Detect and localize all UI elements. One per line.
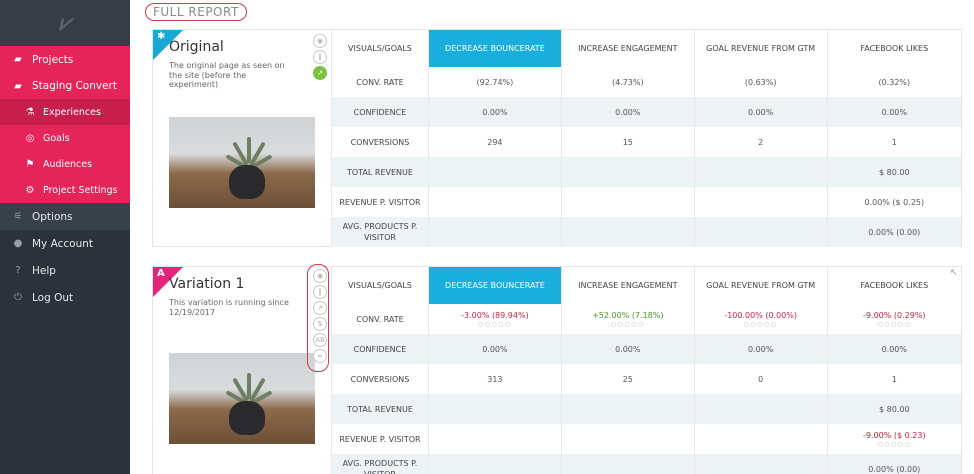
asterisk-icon: ✱ bbox=[157, 31, 166, 42]
ab-icon[interactable]: AB bbox=[313, 333, 327, 347]
column-header[interactable]: GOAL REVENUE FROM GTM bbox=[693, 30, 828, 67]
flag-icon: ⚑ bbox=[25, 158, 35, 170]
help-icon: ? bbox=[15, 265, 21, 276]
column-header-highlighted[interactable]: DECREASE BOUNCERATE bbox=[427, 267, 562, 304]
sidebar-item-label: Audiences bbox=[43, 158, 93, 170]
report-table-original: VISUALS/GOALS DECREASE BOUNCERATE INCREA… bbox=[331, 30, 961, 247]
table-row: CONVERSIONS 294 15 2 1 bbox=[331, 127, 961, 157]
sidebar-item-label: Goals bbox=[43, 132, 70, 144]
ribbon-badge bbox=[153, 267, 183, 297]
chart-icon[interactable]: ↗ bbox=[313, 301, 327, 315]
table-row: AVG. PRODUCTS P. VISITOR 0.00% (0.00) bbox=[331, 217, 961, 247]
flask-icon: ⚗ bbox=[25, 106, 35, 118]
sidebar-item-my-account[interactable]: ● My Account bbox=[0, 230, 130, 257]
table-row: TOTAL REVENUE $ 80.00 bbox=[331, 394, 961, 424]
sidebar-item-label: Help bbox=[32, 264, 56, 277]
sidebar-item-goals[interactable]: ◎ Goals bbox=[0, 125, 130, 151]
sidebar-item-audiences[interactable]: ⚑ Audiences bbox=[0, 151, 130, 177]
variation-description: The original page as seen on the site (b… bbox=[169, 61, 285, 89]
nav-account-group: ⚟ Options ● My Account ? Help ⏻ Log Out bbox=[0, 203, 130, 311]
variation-info: ✱ Original The original page as seen on … bbox=[153, 30, 331, 246]
variation-original: ✱ Original The original page as seen on … bbox=[152, 29, 962, 247]
table-row: CONV. RATE -3.00% (89.94%) ○○○○○ +52.00% … bbox=[331, 304, 961, 334]
column-header[interactable]: FACEBOOK LIKES bbox=[826, 30, 961, 67]
table-row: REVENUE P. VISITOR 0.00% ($ 0.25) bbox=[331, 187, 961, 217]
sidebar-item-label: My Account bbox=[32, 237, 94, 250]
eye-icon[interactable]: ◉ bbox=[313, 269, 327, 283]
table-row: REVENUE P. VISITOR -9.00% ($ 0.23) ○○○○○ bbox=[331, 424, 961, 454]
sidebar-item-options[interactable]: ⚟ Options bbox=[0, 203, 130, 230]
variation-title: Variation 1 bbox=[169, 276, 245, 292]
ribbon-badge bbox=[153, 30, 183, 60]
column-header[interactable]: GOAL REVENUE FROM GTM bbox=[693, 267, 828, 304]
table-row: CONFIDENCE 0.00% 0.00% 0.00% 0.00% bbox=[331, 334, 961, 364]
table-row: CONVERSIONS 313 25 0 1 bbox=[331, 364, 961, 394]
sidebar-item-help[interactable]: ? Help bbox=[0, 257, 130, 284]
pause-icon[interactable]: ‖ bbox=[313, 285, 327, 299]
sidebar-item-label: Log Out bbox=[32, 291, 74, 304]
sidebar-item-label: Options bbox=[32, 210, 73, 223]
sidebar-item-log-out[interactable]: ⏻ Log Out bbox=[0, 284, 130, 311]
logo-area: ⩗ bbox=[0, 0, 130, 46]
nav-project-group: ▰ Projects ▰ Staging Convert ⚗ Experienc… bbox=[0, 46, 130, 203]
column-header[interactable]: FACEBOOK LIKES bbox=[826, 267, 961, 304]
power-icon: ⏻ bbox=[14, 292, 22, 303]
variation-1: A Variation 1 This variation is running … bbox=[152, 264, 962, 474]
folder-icon: ▰ bbox=[14, 80, 22, 92]
chart-icon[interactable]: ↗ bbox=[313, 66, 327, 80]
report-table-variation-1: VISUALS/GOALS DECREASE BOUNCERATE INCREA… bbox=[331, 267, 961, 474]
variation-info: A Variation 1 This variation is running … bbox=[153, 264, 331, 474]
user-icon: ● bbox=[13, 238, 23, 249]
sidebar-item-label: Staging Convert bbox=[32, 80, 117, 92]
sidebar-item-staging-convert[interactable]: ▰ Staging Convert bbox=[0, 73, 130, 99]
actions-highlight bbox=[307, 264, 329, 372]
mouse-cursor-icon: ↖ bbox=[950, 268, 958, 278]
column-header[interactable]: INCREASE ENGAGEMENT bbox=[560, 267, 695, 304]
variation-screenshot[interactable] bbox=[169, 353, 315, 444]
variation-letter: A bbox=[157, 268, 165, 279]
sidebar-item-label: Project Settings bbox=[43, 184, 118, 196]
page-title: FULL REPORT bbox=[145, 3, 247, 21]
sliders-icon: ⚟ bbox=[13, 211, 23, 222]
sidebar-item-label: Experiences bbox=[43, 106, 101, 118]
sidebar: ⩗ ▰ Projects ▰ Staging Convert ⚗ Experie… bbox=[0, 0, 130, 474]
sidebar-item-projects[interactable]: ▰ Projects bbox=[0, 46, 130, 73]
variation-description: This variation is running since 12/19/20… bbox=[169, 298, 289, 317]
variation-actions: ◉ ‖ ↗ ⇅ AB ∞ bbox=[311, 269, 329, 363]
pause-icon[interactable]: ‖ bbox=[313, 50, 327, 64]
folder-icon: ▰ bbox=[14, 54, 22, 65]
table-row: CONV. RATE (92.74%) (4.73%) (0.63%) (0.3… bbox=[331, 67, 961, 97]
variation-actions: ◉ ‖ ↗ bbox=[311, 34, 329, 80]
sidebar-item-project-settings[interactable]: ⚙ Project Settings bbox=[0, 177, 130, 203]
table-row: AVG. PRODUCTS P. VISITOR 0.00% (0.00) bbox=[331, 454, 961, 474]
variation-screenshot[interactable] bbox=[169, 117, 315, 208]
sidebar-item-label: Projects bbox=[32, 53, 74, 66]
column-header: VISUALS/GOALS bbox=[331, 267, 429, 304]
column-header-highlighted[interactable]: DECREASE BOUNCERATE bbox=[427, 30, 562, 67]
table-row: TOTAL REVENUE $ 80.00 bbox=[331, 157, 961, 187]
table-row: CONFIDENCE 0.00% 0.00% 0.00% 0.00% bbox=[331, 97, 961, 127]
eye-icon[interactable]: ◉ bbox=[313, 34, 327, 48]
report-content: FULL REPORT ✱ Original The original page… bbox=[130, 0, 974, 474]
sidebar-item-experiences[interactable]: ⚗ Experiences bbox=[0, 99, 130, 125]
column-header: VISUALS/GOALS bbox=[331, 30, 429, 67]
link-icon[interactable]: ∞ bbox=[313, 349, 327, 363]
target-icon: ◎ bbox=[25, 132, 35, 144]
column-header[interactable]: INCREASE ENGAGEMENT bbox=[560, 30, 695, 67]
variation-title: Original bbox=[169, 39, 224, 55]
gear-icon: ⚙ bbox=[25, 184, 35, 196]
convert-logo[interactable]: ⩗ bbox=[58, 10, 72, 36]
split-icon[interactable]: ⇅ bbox=[313, 317, 327, 331]
